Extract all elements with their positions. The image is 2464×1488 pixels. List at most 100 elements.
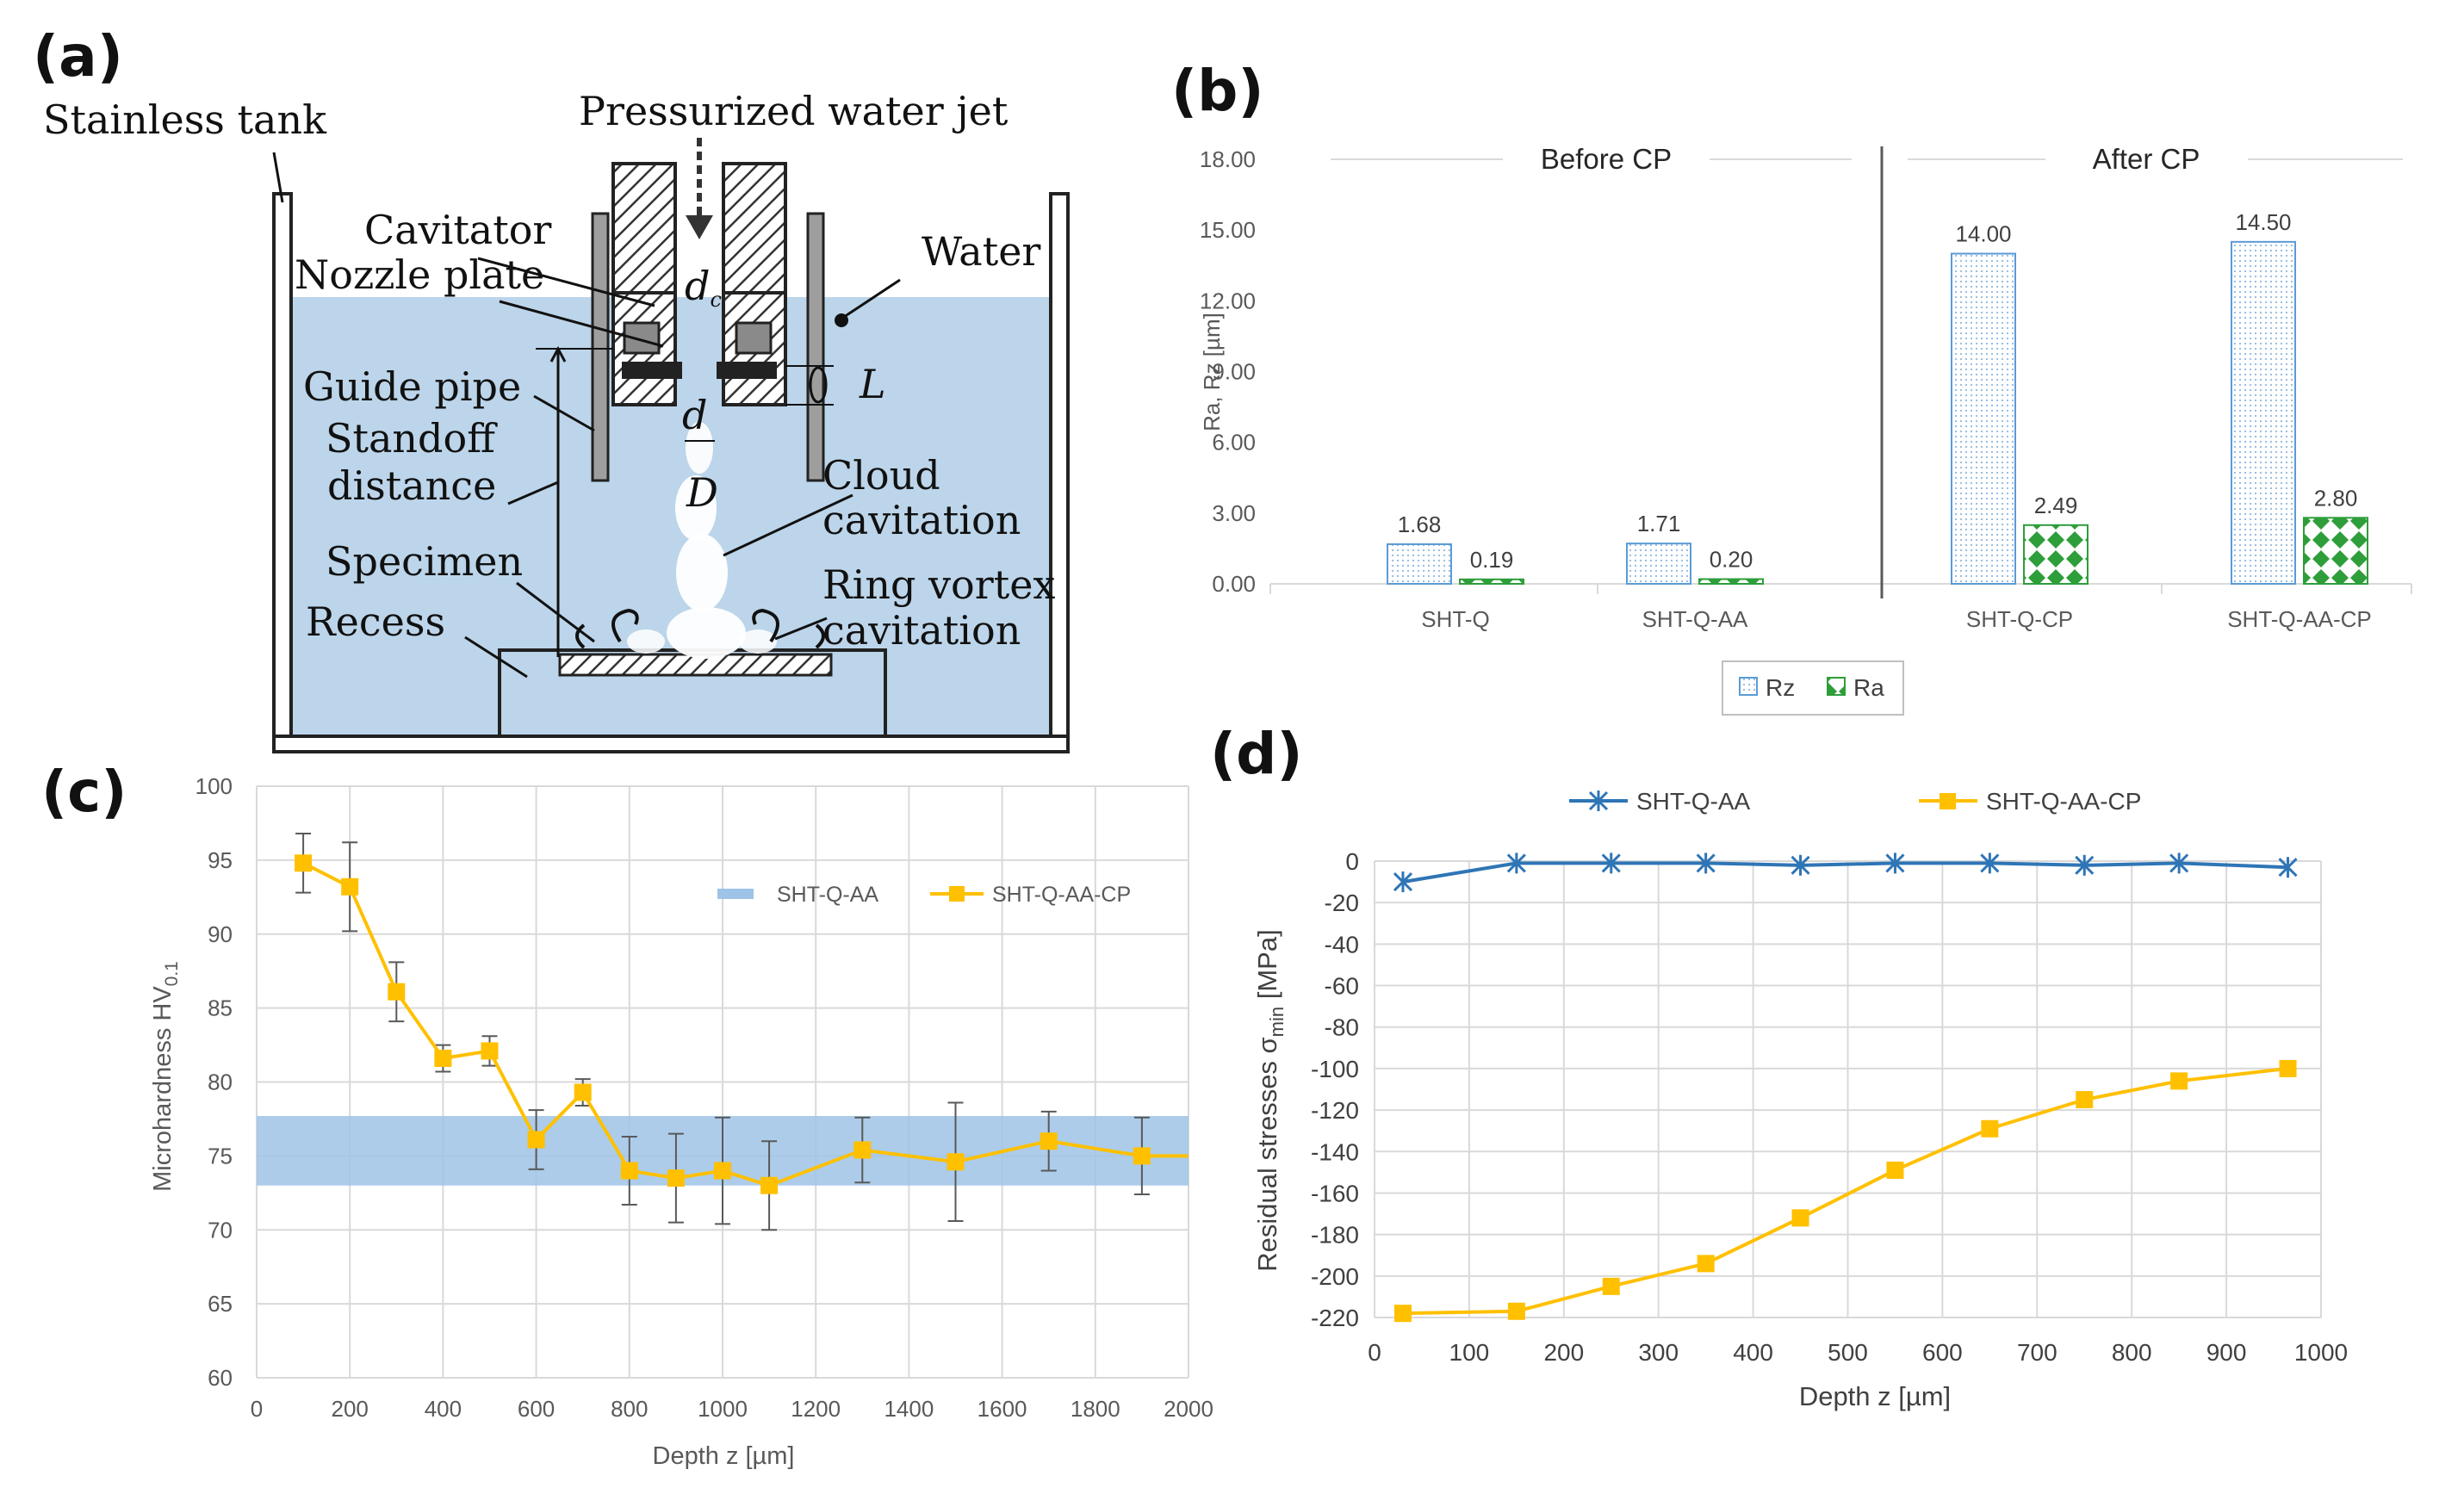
c-legend-marker-cp bbox=[949, 886, 965, 902]
d-x-tick-label: 700 bbox=[2017, 1339, 2057, 1366]
d-point-sht-q-aa bbox=[1506, 852, 1526, 874]
label-standoff-2: distance bbox=[327, 462, 496, 509]
d-y-axis-label: Residual stresses σmin [MPa] bbox=[1252, 929, 1288, 1271]
c-point bbox=[1040, 1132, 1058, 1150]
c-y-tick-label: 65 bbox=[208, 1291, 233, 1317]
leader-standoff bbox=[507, 480, 559, 505]
c-x-tick-label: 1800 bbox=[1071, 1396, 1120, 1422]
d-legend-marker-aa bbox=[1588, 790, 1609, 811]
b-data-label: 1.71 bbox=[1637, 511, 1681, 536]
b-bars bbox=[1387, 240, 2368, 586]
leader-guide-pipe bbox=[533, 394, 595, 432]
b-bar-ra-sht-q-aa-cp bbox=[2303, 517, 2368, 585]
d-x-axis-label: Depth z [µm] bbox=[1799, 1381, 1951, 1411]
nozzle-body-right bbox=[722, 162, 787, 294]
d-y-tick-label: -80 bbox=[1325, 1014, 1359, 1041]
d-y-tick-label: -20 bbox=[1325, 890, 1359, 916]
d-point-sht-q-aa bbox=[1393, 871, 1413, 893]
b-data-label: 1.68 bbox=[1398, 512, 1442, 537]
b-x-tick-label: SHT-Q bbox=[1421, 606, 1489, 632]
nozzle-plate-right bbox=[717, 362, 777, 379]
d-x-tick-label: 900 bbox=[2206, 1339, 2247, 1366]
leader-cavitator bbox=[477, 257, 655, 307]
d-y-tick-label: -40 bbox=[1325, 931, 1359, 958]
b-segment-after-cp: After CP bbox=[2093, 143, 2200, 175]
b-data-label: 14.00 bbox=[1955, 221, 2011, 247]
b-y-tick-label: 6.00 bbox=[1212, 430, 1256, 456]
leader-cloud-cavitation bbox=[723, 493, 853, 557]
leader-stainless-tank bbox=[272, 152, 284, 203]
b-y-tick-label: 3.00 bbox=[1212, 500, 1256, 526]
d-x-tick-label: 0 bbox=[1368, 1339, 1381, 1366]
c-y-tick-label: 80 bbox=[208, 1070, 233, 1095]
b-y-ticks: 0.00 3.00 6.00 9.00 12.00 15.00 18.00 bbox=[1200, 146, 1256, 597]
leader-water bbox=[841, 278, 901, 320]
c-x-tick-label: 0 bbox=[251, 1396, 263, 1422]
label-stainless-tank: Stainless tank bbox=[43, 96, 327, 143]
c-point bbox=[527, 1131, 545, 1149]
c-series-line-sht-q-aa-cp bbox=[302, 861, 1189, 1187]
b-data-label: 0.20 bbox=[1710, 547, 1753, 573]
c-x-tick-label: 600 bbox=[518, 1396, 555, 1422]
tank-right-wall bbox=[1049, 192, 1070, 753]
d-x-tick-label: 800 bbox=[2112, 1339, 2152, 1366]
d-y-tick-label: -140 bbox=[1311, 1138, 1359, 1165]
b-x-tick-label: SHT-Q-CP bbox=[1966, 606, 2073, 632]
d-point-sht-q-aa bbox=[2075, 854, 2095, 876]
d-legend-marker-cp bbox=[1940, 793, 1956, 809]
leader-recess bbox=[464, 636, 528, 679]
c-point bbox=[434, 1050, 452, 1068]
label-cavitator: Cavitator bbox=[364, 207, 551, 253]
c-x-ticks: 0 200 400 600 800 1000 1200 1400 1600 1800 2000 bbox=[251, 1396, 1213, 1422]
d-point-sht-q-aa-cp bbox=[2076, 1091, 2094, 1109]
b-x-ticks: SHT-Q SHT-Q-AA SHT-Q-CP SHT-Q-AA-CP bbox=[1421, 606, 2372, 632]
standoff-arrow-top bbox=[549, 345, 567, 363]
label-nozzle-plate: Nozzle plate bbox=[295, 251, 544, 298]
b-data-label: 14.50 bbox=[2235, 209, 2291, 235]
c-point bbox=[481, 1042, 499, 1060]
d-x-tick-label: 200 bbox=[1543, 1339, 1584, 1366]
c-x-tick-label: 1600 bbox=[978, 1396, 1027, 1422]
b-x-tick-label: SHT-Q-AA bbox=[1642, 606, 1748, 632]
d-point-sht-q-aa bbox=[2169, 852, 2189, 874]
c-x-tick-label: 1200 bbox=[791, 1396, 841, 1422]
b-bar-ra-sht-q-aa bbox=[1698, 578, 1764, 585]
b-x-tick-label: SHT-Q-AA-CP bbox=[2227, 606, 2372, 632]
residual-stress-chart: -220-200-180-160-140-120-100-80-60-40-20… bbox=[1252, 788, 2348, 1411]
water-dot bbox=[835, 313, 848, 327]
L-dimension-marker bbox=[809, 366, 828, 404]
nozzle-body-left bbox=[611, 162, 677, 294]
b-data-labels: 1.68 0.19 1.71 0.20 14.00 2.49 14.50 2.80 bbox=[1398, 209, 2358, 573]
label-specimen: Specimen bbox=[326, 538, 523, 585]
d-point-sht-q-aa-cp bbox=[1393, 1305, 1412, 1323]
label-ring-2: cavitation bbox=[822, 607, 1021, 654]
d-legend-label-aa: SHT-Q-AA bbox=[1636, 788, 1751, 815]
b-y-axis-label: Ra, Rz [µm] bbox=[1199, 313, 1225, 431]
d-x-tick-label: 1000 bbox=[2294, 1339, 2348, 1366]
c-point bbox=[574, 1083, 592, 1101]
label-cloud-1: Cloud bbox=[822, 452, 940, 499]
symbol-L: L bbox=[859, 361, 886, 407]
label-ring-1: Ring vortex bbox=[822, 561, 1055, 608]
d-series-line-sht-q-aa bbox=[1402, 861, 2288, 884]
microhardness-chart: 60 65 70 75 80 85 90 95 100 0 200 400 600 800 1000 120… bbox=[149, 773, 1213, 1470]
label-water-jet: Pressurized water jet bbox=[579, 88, 1009, 134]
cloud-cavitation bbox=[627, 422, 777, 659]
d-point-sht-q-aa-cp bbox=[2170, 1072, 2188, 1090]
b-bar-ra-sht-q-cp bbox=[2023, 524, 2089, 586]
d-y-tick-label: -120 bbox=[1311, 1097, 1359, 1124]
c-point bbox=[1133, 1147, 1151, 1165]
d-point-sht-q-aa bbox=[1696, 852, 1716, 874]
c-point bbox=[946, 1153, 965, 1171]
b-data-label: 0.19 bbox=[1470, 547, 1514, 573]
c-x-tick-label: 2000 bbox=[1164, 1396, 1213, 1422]
c-legend: SHT-Q-AA SHT-Q-AA-CP bbox=[717, 883, 1131, 907]
d-point-sht-q-aa-cp bbox=[1602, 1277, 1620, 1295]
c-gridlines bbox=[256, 785, 1189, 1379]
c-y-tick-label: 100 bbox=[196, 773, 233, 799]
symbol-d: d bbox=[682, 392, 707, 438]
d-series-markers bbox=[1393, 852, 2298, 1323]
leader-specimen bbox=[516, 581, 595, 643]
c-point bbox=[341, 877, 359, 896]
d-y-tick-label: -220 bbox=[1311, 1305, 1359, 1331]
